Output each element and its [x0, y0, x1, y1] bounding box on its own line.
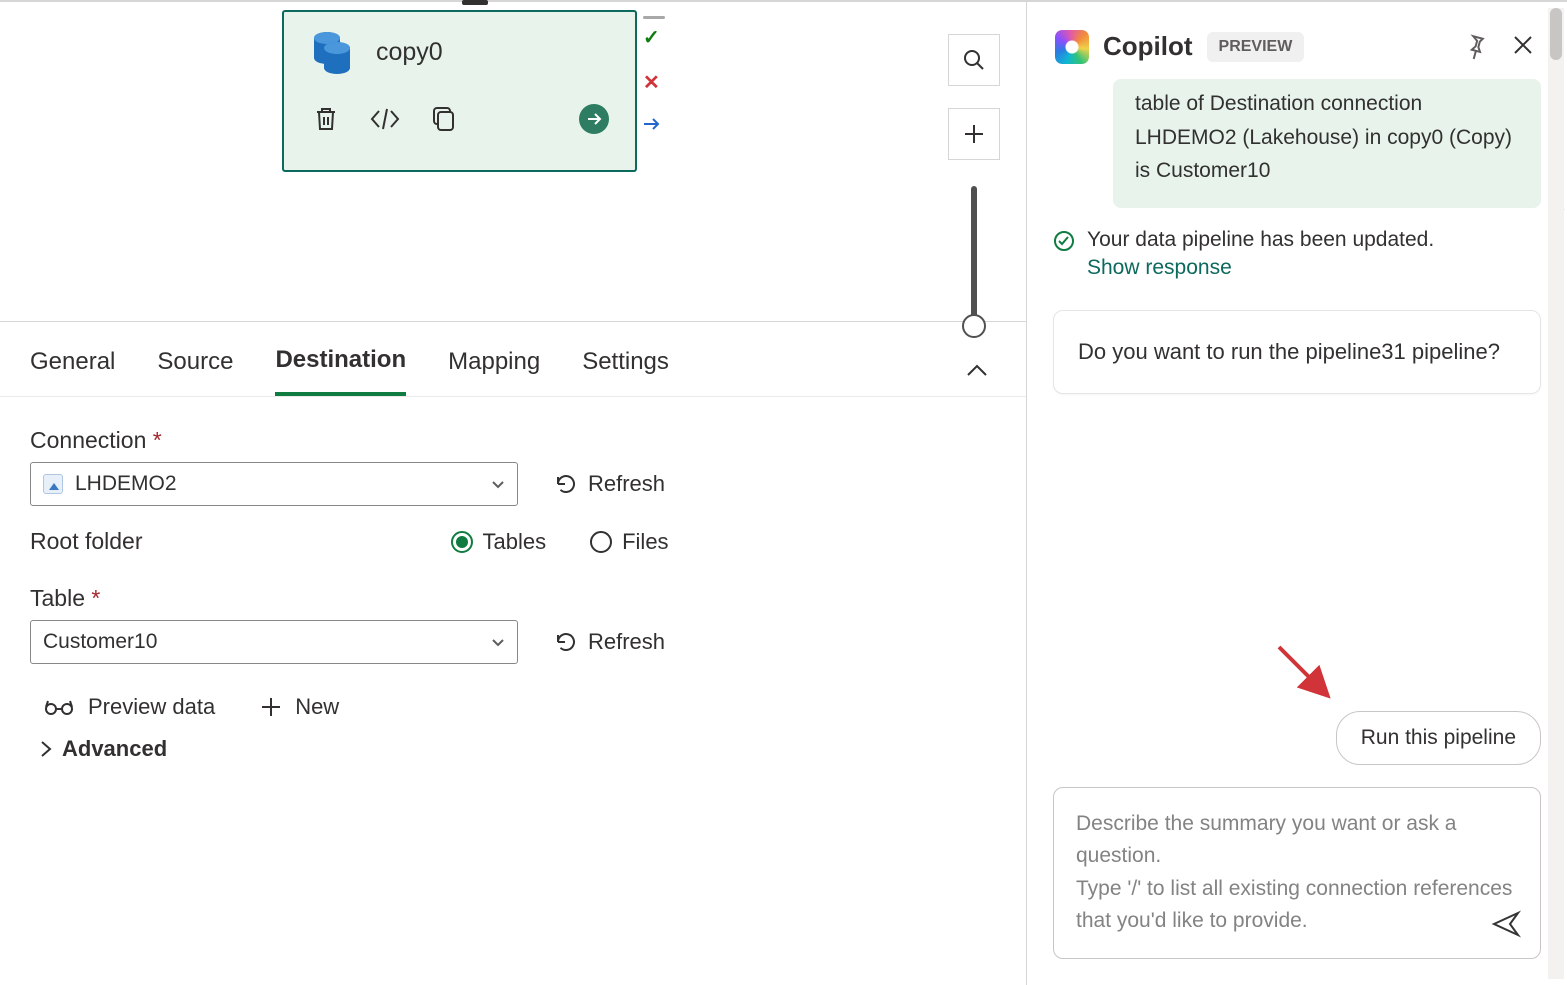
tab-general[interactable]: General — [30, 348, 115, 394]
table-value: Customer10 — [43, 630, 491, 654]
copilot-messages: table of Destination connection LHDEMO2 … — [1027, 79, 1567, 551]
activity-title: copy0 — [376, 38, 443, 67]
tab-settings[interactable]: Settings — [582, 348, 669, 394]
drag-handle[interactable] — [462, 0, 488, 5]
activity-header: copy0 — [284, 12, 635, 74]
activity-status-handles: ✓ ✕ — [643, 10, 665, 138]
copilot-status-text: Your data pipeline has been updated. — [1087, 228, 1434, 252]
new-table-button[interactable]: New — [261, 694, 339, 720]
refresh-icon — [554, 472, 578, 496]
destination-form: Connection * LHDEMO2 — [0, 397, 1026, 792]
copilot-suggestions: Run this pipeline — [1027, 711, 1541, 765]
connection-field: Connection * LHDEMO2 — [30, 427, 996, 506]
chevron-down-icon — [491, 472, 505, 496]
pipeline-canvas[interactable]: copy0 — [0, 2, 1026, 322]
copilot-input[interactable]: Describe the summary you want or ask a q… — [1053, 787, 1541, 959]
pin-icon[interactable] — [1459, 28, 1493, 65]
connection-refresh-button[interactable]: Refresh — [554, 471, 665, 497]
pane-scrollbar[interactable] — [1548, 8, 1564, 979]
connection-value: LHDEMO2 — [75, 472, 491, 496]
preview-data-button[interactable]: Preview data — [44, 694, 215, 720]
delete-icon[interactable] — [314, 106, 338, 132]
success-handle-icon[interactable]: ✓ — [643, 25, 665, 50]
canvas-controls — [948, 34, 1000, 326]
root-folder-label: Root folder — [30, 528, 143, 555]
root-folder-radio-files[interactable]: Files — [590, 529, 668, 555]
tab-destination[interactable]: Destination — [275, 346, 406, 396]
copilot-status: Your data pipeline has been updated. Sho… — [1053, 228, 1541, 280]
config-panel: General Source Destination Mapping Setti… — [0, 322, 1026, 985]
refresh-icon — [554, 630, 578, 654]
close-icon[interactable] — [1507, 29, 1539, 64]
collapse-panel-icon[interactable] — [966, 363, 988, 380]
table-label: Table * — [30, 585, 996, 612]
send-icon[interactable] — [1492, 911, 1520, 940]
add-button[interactable] — [948, 108, 1000, 160]
run-pipeline-suggestion-button[interactable]: Run this pipeline — [1336, 711, 1541, 765]
copilot-message-assistant: table of Destination connection LHDEMO2 … — [1113, 79, 1541, 208]
chevron-right-icon — [40, 740, 52, 758]
tab-mapping[interactable]: Mapping — [448, 348, 540, 394]
glasses-icon — [44, 698, 74, 716]
tab-source[interactable]: Source — [157, 348, 233, 394]
copy-icon[interactable] — [432, 106, 456, 132]
activity-card-copy0[interactable]: copy0 — [282, 10, 637, 172]
failure-handle-icon[interactable]: ✕ — [643, 70, 665, 95]
advanced-toggle[interactable]: Advanced — [30, 736, 996, 762]
plus-icon — [261, 697, 281, 717]
check-circle-icon — [1053, 230, 1075, 258]
run-arrow-icon[interactable] — [579, 104, 609, 134]
root-folder-field: Root folder Tables Files — [30, 528, 996, 555]
skip-handle-icon[interactable] — [643, 115, 665, 138]
copilot-logo-icon — [1055, 30, 1089, 64]
app-root: copy0 — [0, 0, 1567, 985]
show-response-link[interactable]: Show response — [1087, 256, 1434, 280]
root-folder-radio-tables[interactable]: Tables — [451, 529, 547, 555]
connection-select[interactable]: LHDEMO2 — [30, 462, 518, 506]
database-icon — [310, 30, 354, 74]
copilot-placeholder: Describe the summary you want or ask a q… — [1076, 808, 1518, 938]
table-select[interactable]: Customer10 — [30, 620, 518, 664]
code-icon[interactable] — [370, 108, 400, 130]
zoom-slider[interactable] — [971, 186, 977, 326]
copilot-title: Copilot — [1103, 31, 1193, 62]
table-refresh-button[interactable]: Refresh — [554, 629, 665, 655]
search-button[interactable] — [948, 34, 1000, 86]
copilot-pane: Copilot PREVIEW table of Destination con… — [1027, 2, 1567, 985]
connection-label: Connection * — [30, 427, 996, 454]
table-field: Table * Customer10 — [30, 585, 996, 664]
preview-badge: PREVIEW — [1207, 32, 1305, 62]
copilot-message-prompt: Do you want to run the pipeline31 pipeli… — [1053, 310, 1541, 394]
activity-toolbar — [284, 74, 635, 134]
copilot-header: Copilot PREVIEW — [1027, 2, 1567, 79]
config-tabbar: General Source Destination Mapping Setti… — [0, 322, 1026, 397]
table-actions: Preview data New — [30, 694, 996, 720]
editor-pane: copy0 — [0, 2, 1027, 985]
chevron-down-icon — [491, 630, 505, 654]
lakehouse-icon — [43, 474, 63, 494]
annotation-arrow-icon — [1271, 639, 1341, 709]
